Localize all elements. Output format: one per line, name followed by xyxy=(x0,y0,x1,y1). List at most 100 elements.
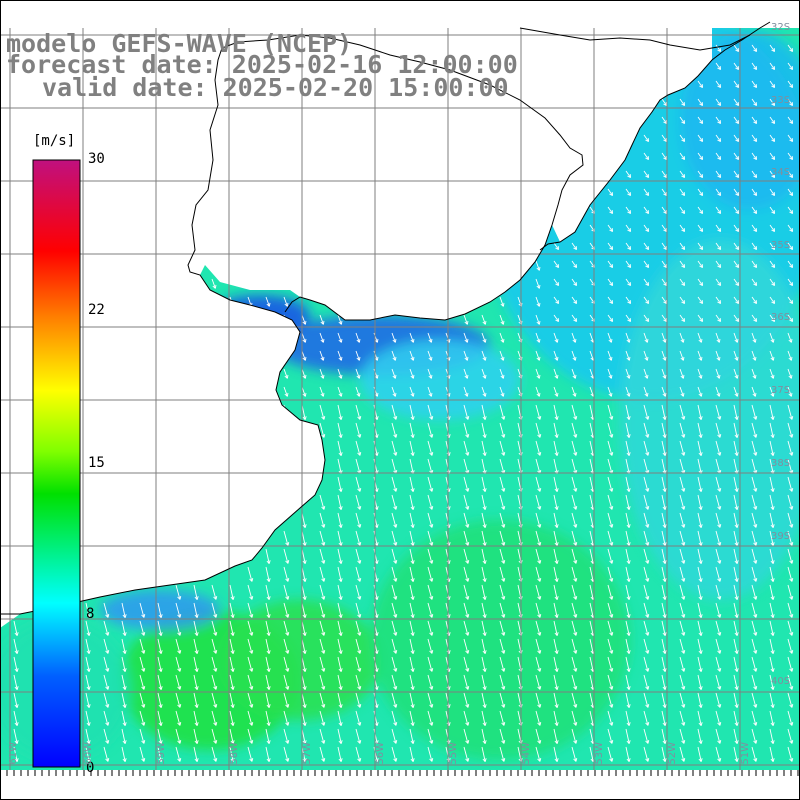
wind-arrow xyxy=(229,710,235,726)
wind-arrow xyxy=(787,728,794,744)
colorbar xyxy=(32,159,81,768)
wind-arrow xyxy=(247,566,254,582)
wind-arrow xyxy=(787,350,793,361)
wind-arrow xyxy=(319,494,326,510)
wind-arrow xyxy=(319,746,326,762)
wind-arrow xyxy=(571,314,578,322)
wind-arrow xyxy=(787,746,794,762)
lon-label: 59W xyxy=(156,742,167,765)
wind-arrow xyxy=(715,674,722,690)
wind-arrow xyxy=(535,350,541,361)
wind-arrow xyxy=(175,638,182,654)
wind-arrow xyxy=(751,296,758,304)
wind-arrow xyxy=(355,548,362,564)
wind-arrow xyxy=(409,494,415,510)
wind-arrow xyxy=(355,728,362,744)
wind-arrow xyxy=(625,692,631,708)
wind-arrow xyxy=(751,242,758,250)
wind-arrow xyxy=(787,188,794,196)
lon-label: 54W xyxy=(521,742,532,765)
wind-arrow xyxy=(643,422,650,438)
wind-arrow xyxy=(769,242,776,250)
wind-arrow xyxy=(319,548,326,564)
wind-arrow xyxy=(427,746,434,762)
wind-arrow xyxy=(283,692,290,708)
wind-arrow xyxy=(733,170,740,178)
wind-arrow xyxy=(229,620,235,636)
wind-arrow xyxy=(697,512,703,528)
wind-arrow xyxy=(697,188,704,196)
wind-arrow xyxy=(643,350,649,361)
wind-arrow xyxy=(607,530,614,546)
wind-arrow xyxy=(661,350,667,361)
wind-arrow xyxy=(391,404,398,420)
wind-arrow xyxy=(409,584,415,600)
wind-arrow xyxy=(733,44,740,52)
wind-arrow xyxy=(535,530,542,546)
wind-arrow xyxy=(463,332,469,343)
wind-arrow xyxy=(319,692,326,708)
wind-arrow xyxy=(751,62,758,70)
wind-arrow xyxy=(499,674,506,690)
wind-arrow xyxy=(391,602,398,618)
wind-arrow xyxy=(751,368,757,379)
wind-arrow xyxy=(787,368,793,379)
wind-arrow xyxy=(481,602,487,618)
wind-arrow xyxy=(769,350,775,361)
wind-arrow xyxy=(643,584,650,600)
wind-arrow xyxy=(463,512,470,528)
wind-arrow xyxy=(247,674,254,690)
wind-arrow xyxy=(553,710,559,726)
wind-arrow xyxy=(643,746,650,762)
wind-arrow xyxy=(139,746,146,762)
wind-arrow xyxy=(625,602,631,618)
wind-arrow xyxy=(751,260,758,268)
wind-arrow xyxy=(607,314,614,322)
coastline xyxy=(0,34,584,615)
wind-arrow xyxy=(607,494,614,510)
wind-arrow xyxy=(283,710,290,726)
wind-arrow xyxy=(571,566,578,582)
wind-arrow xyxy=(607,440,614,456)
wind-arrow xyxy=(319,368,325,379)
wind-arrow xyxy=(679,152,686,160)
wind-arrow xyxy=(355,692,362,708)
wind-arrow xyxy=(319,332,325,343)
wind-arrow xyxy=(193,602,199,618)
wind-arrow xyxy=(13,620,19,636)
wind-arrow xyxy=(625,332,631,343)
wind-arrow xyxy=(661,710,667,726)
wind-arrow xyxy=(427,674,434,690)
lat-label: 37S xyxy=(771,385,791,396)
wind-arrow xyxy=(769,44,776,52)
wind-arrow xyxy=(283,656,290,672)
wind-arrow xyxy=(85,638,91,654)
wind-arrow xyxy=(121,620,127,636)
wind-arrow xyxy=(733,566,739,582)
wind-arrow xyxy=(571,638,578,654)
wind-arrow xyxy=(769,746,775,762)
wind-arrow xyxy=(85,602,91,618)
wind-arrow xyxy=(697,530,703,546)
wind-arrow xyxy=(769,584,775,600)
lat-lon-grid xyxy=(0,28,800,776)
wind-arrow xyxy=(715,44,722,52)
wind-arrow xyxy=(661,548,667,564)
wind-arrow xyxy=(697,350,703,361)
wind-arrow xyxy=(535,476,542,492)
wind-arrow xyxy=(499,728,506,744)
wind-arrow xyxy=(643,494,650,510)
wind-arrow xyxy=(463,656,470,672)
wind-arrow xyxy=(751,206,758,214)
lat-label: 35S xyxy=(771,240,791,251)
wind-arrow xyxy=(715,116,722,124)
wind-arrow xyxy=(571,422,578,438)
wind-arrow xyxy=(769,260,776,268)
wind-arrow xyxy=(643,674,650,690)
wind-arrow xyxy=(787,674,794,690)
wind-arrow xyxy=(607,512,614,528)
wind-arrow xyxy=(733,62,740,70)
wind-arrow xyxy=(643,620,650,636)
